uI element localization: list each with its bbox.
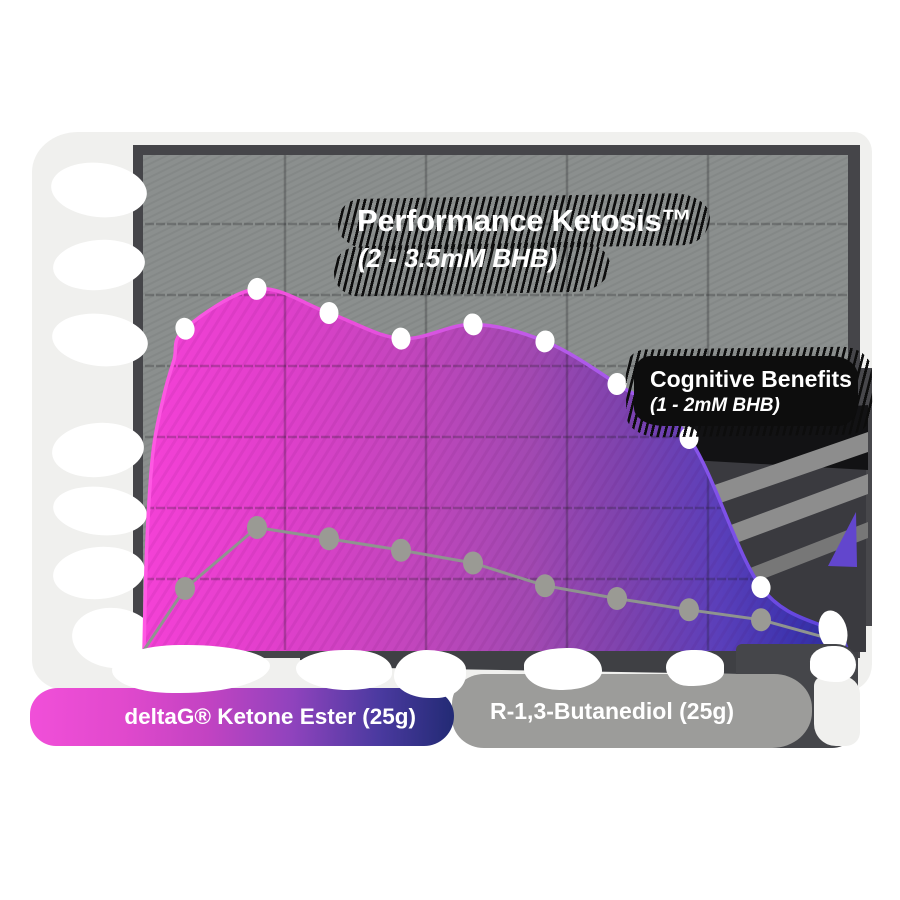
deltag-data-point [391,327,411,350]
butanediol-data-point [391,538,411,562]
zone-range-performance-ketosis: (2 - 3.5mM BHB) [358,243,558,273]
zone-title-cognitive-benefits: Cognitive Benefits [650,366,852,392]
y-axis-label-blob [52,422,144,478]
deltag-markers [175,277,848,652]
canvas-corner-wedge [814,676,860,746]
butanediol-data-point [175,577,195,600]
x-axis-label-blob [394,650,466,698]
x-axis-label-blob [524,648,602,690]
legend-item-butanediol: R-1,3-Butanediol (25g) [452,674,812,748]
x-axis-label-blob [666,650,724,686]
zone-range-cognitive-benefits: (1 - 2mM BHB) [650,395,780,416]
y-axis-label-blob [51,162,147,218]
butanediol-data-point [607,587,627,610]
deltag-data-point [247,277,267,300]
butanediol-data-point [319,527,339,551]
cognitive-label-background [634,356,858,426]
shadow-triangle [828,512,857,567]
deltag-area-series [142,287,849,651]
hatch-band [712,474,868,552]
hatch-band [700,432,868,510]
deltag-data-point [535,330,555,353]
y-axis-label-blobs [51,162,156,669]
legend-label-butanediol: R-1,3-Butanediol (25g) [490,697,735,724]
butanediol-data-point [247,516,267,539]
butanediol-data-point [535,574,555,598]
y-axis-label-blob [53,546,145,600]
zone-title-performance-ketosis: Performance Ketosis™ [357,203,693,238]
y-axis-label-blob [53,239,145,291]
y-axis-label-blob [52,313,148,367]
deltag-data-point [319,302,339,324]
x-axis-label-blob [296,650,392,690]
deltag-data-point [463,313,483,336]
hatch-band [745,522,868,586]
butanediol-data-point [463,551,483,575]
deltag-data-point [607,373,627,395]
legend-item-deltag: deltaG® Ketone Ester (25g) [30,688,454,746]
butanediol-data-point [751,608,771,632]
legend-label-deltag: deltaG® Ketone Ester (25g) [124,704,416,729]
y-axis-label-blob [53,486,147,536]
x-axis-label-blob [810,646,856,682]
deltag-data-point [818,610,848,652]
deltag-data-point [175,317,195,340]
deltag-data-point [751,576,771,599]
butanediol-data-point [679,598,699,622]
